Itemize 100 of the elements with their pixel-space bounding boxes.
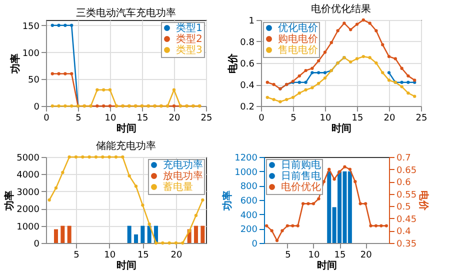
point xyxy=(70,24,74,27)
point xyxy=(310,66,314,70)
y-tick-label: 0.6 xyxy=(240,60,255,70)
point xyxy=(310,86,314,90)
y-tick-label: 4000 xyxy=(16,170,40,181)
bar xyxy=(194,226,198,243)
y2-tick-label: 0.55 xyxy=(396,190,417,200)
point xyxy=(265,224,268,228)
y-tick-label: 0.2 xyxy=(240,102,254,112)
point xyxy=(317,71,320,74)
legend-label: 放电功率 xyxy=(163,170,203,182)
bar xyxy=(54,229,58,243)
y-tick-label: 0 xyxy=(34,102,40,112)
x-tick-label: 0 xyxy=(258,114,265,124)
point xyxy=(108,104,112,108)
y-axis-title: 功率 xyxy=(9,54,22,74)
chart-title: 储能充电功率 xyxy=(96,140,156,152)
point xyxy=(312,202,316,206)
x-tick-label: 5 xyxy=(290,114,296,124)
point xyxy=(101,155,104,159)
point xyxy=(50,104,54,108)
y-tick-label: 0.8 xyxy=(240,38,255,48)
x-tick-label: 20 xyxy=(168,114,180,124)
point xyxy=(374,224,378,228)
point xyxy=(141,204,144,207)
point xyxy=(272,82,276,86)
y-axis-title: 功率 xyxy=(4,190,16,212)
point xyxy=(96,104,99,108)
chart-title: 电价优化结果 xyxy=(311,3,371,15)
y-tick-label: 200 xyxy=(240,225,258,236)
x-tick-label: 15 xyxy=(137,250,149,260)
point xyxy=(354,180,357,184)
y-tick-label: 5000 xyxy=(16,154,40,164)
point xyxy=(317,82,320,86)
point xyxy=(368,56,372,60)
point xyxy=(102,88,106,92)
point xyxy=(50,24,54,27)
line-series xyxy=(266,18,416,90)
point xyxy=(280,229,284,232)
y-tick-label: 1200 xyxy=(234,154,258,164)
y-tick-label: 100 xyxy=(22,48,40,59)
point xyxy=(194,214,198,218)
point xyxy=(148,222,151,226)
x-tick-label: 10 xyxy=(104,250,116,260)
point xyxy=(323,71,327,74)
point xyxy=(336,29,340,32)
x-tick-label: 15 xyxy=(136,114,148,124)
point xyxy=(74,155,78,159)
point xyxy=(323,50,327,54)
point xyxy=(48,198,51,202)
x-axis-title: 时间 xyxy=(332,122,352,134)
point xyxy=(310,71,314,74)
point xyxy=(128,174,131,178)
point xyxy=(121,155,124,159)
point xyxy=(400,80,404,84)
point xyxy=(70,104,74,108)
y-tick-label: 1 xyxy=(248,16,254,26)
point xyxy=(328,168,331,171)
point xyxy=(332,178,336,181)
point xyxy=(88,155,91,159)
point xyxy=(406,80,410,84)
x-tick-label: 20 xyxy=(384,114,396,124)
point xyxy=(304,80,308,84)
bar xyxy=(67,226,72,243)
point xyxy=(384,224,388,228)
point xyxy=(387,71,391,74)
point xyxy=(387,54,391,58)
y2-tick-label: 0.6 xyxy=(396,178,412,188)
point xyxy=(394,57,397,60)
point xyxy=(369,224,372,228)
point xyxy=(270,229,274,232)
point xyxy=(57,24,60,27)
point xyxy=(188,229,191,233)
point xyxy=(50,72,54,76)
x-axis-title: 时间 xyxy=(116,260,136,272)
point xyxy=(301,202,305,206)
point xyxy=(296,224,300,228)
point xyxy=(94,155,98,159)
x-tick-label: 10 xyxy=(104,114,116,124)
x-tick-label: 0 xyxy=(44,114,50,124)
y-tick-label: 1000 xyxy=(234,168,258,178)
y-tick-label: 2000 xyxy=(16,205,40,216)
point xyxy=(355,22,359,26)
legend-label: 类型1 xyxy=(176,22,202,34)
bar xyxy=(200,226,205,243)
x-tick-label: 15 xyxy=(334,250,346,260)
point xyxy=(342,22,346,25)
point xyxy=(172,88,176,92)
point xyxy=(266,80,269,84)
y-tick-label: 600 xyxy=(240,196,258,206)
x-tick-label: 15 xyxy=(352,114,364,124)
point xyxy=(298,74,301,78)
point xyxy=(348,168,352,171)
y-tick-label: 1000 xyxy=(16,222,40,232)
point xyxy=(54,186,58,190)
point xyxy=(406,74,410,78)
legend-label: 类型3 xyxy=(176,44,202,56)
point xyxy=(181,241,184,245)
y-tick-label: 150 xyxy=(22,22,40,32)
point xyxy=(362,18,365,22)
